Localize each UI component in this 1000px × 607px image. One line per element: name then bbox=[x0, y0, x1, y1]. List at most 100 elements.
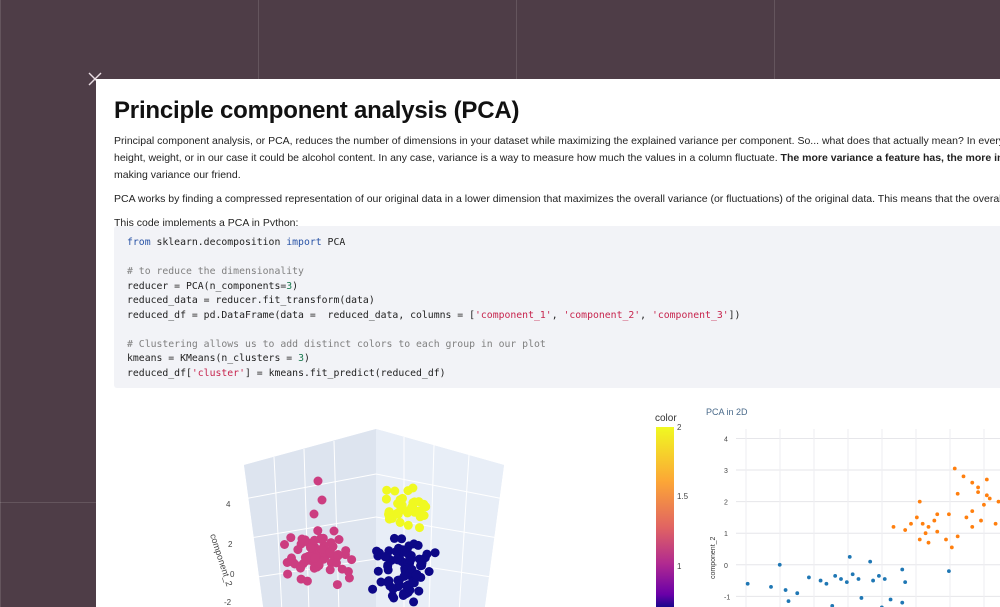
chart-point bbox=[996, 499, 1000, 504]
chart-point bbox=[882, 577, 887, 581]
code-number: 3 bbox=[298, 353, 304, 364]
code-token: PCA bbox=[321, 237, 346, 248]
chart-point bbox=[903, 580, 908, 585]
code-keyword: from bbox=[127, 237, 151, 248]
pca-3d-plot[interactable]: 4 2 0 -2 component_2 bbox=[184, 399, 604, 607]
code-comment: # to reduce the dimensionality bbox=[127, 266, 304, 277]
plot3d-point bbox=[403, 520, 413, 530]
plot3d-point bbox=[341, 546, 351, 556]
chart-point bbox=[923, 531, 928, 536]
plot3d-point bbox=[296, 563, 305, 573]
plot3d-point bbox=[310, 535, 319, 545]
code-block[interactable]: from sklearn.decomposition import PCA # … bbox=[114, 226, 1000, 388]
chart-point bbox=[976, 485, 980, 490]
plot3d-point bbox=[422, 549, 432, 559]
chart-point bbox=[856, 577, 861, 581]
plot3d-tick: 4 bbox=[226, 500, 231, 509]
plot3d-tick: -2 bbox=[224, 598, 232, 607]
pca-2d-plot[interactable]: PCA in 2D 4 3 2 1 0 -1 component_2 bbox=[696, 399, 1000, 607]
plot3d-point bbox=[388, 584, 398, 594]
plot3d-point bbox=[383, 561, 393, 571]
plot3d-point bbox=[310, 553, 320, 563]
plot3d-point bbox=[405, 555, 414, 565]
chart-y-tick: -1 bbox=[724, 594, 730, 601]
paragraph-intro-line3: making variance our friend. bbox=[114, 169, 241, 181]
code-token: kmeans = KMeans(n_clusters = bbox=[127, 353, 299, 364]
paragraph-intro: Principal component analysis, or PCA, re… bbox=[114, 133, 1000, 184]
plot3d-point bbox=[391, 547, 401, 557]
plot3d-point bbox=[317, 544, 327, 554]
chart-point bbox=[947, 512, 951, 517]
chart-point bbox=[932, 518, 937, 523]
chart-point bbox=[818, 578, 823, 583]
plot3d-point bbox=[343, 567, 353, 576]
colorbar-tick: 2 bbox=[677, 423, 682, 432]
plot3d-points bbox=[280, 476, 440, 607]
code-token: ] = kmeans.fit_predict(reduced_df) bbox=[244, 367, 446, 379]
chart-point bbox=[903, 528, 908, 532]
plot3d-point bbox=[347, 555, 357, 565]
code-token: ) bbox=[303, 353, 310, 364]
code-token: ) bbox=[292, 280, 299, 292]
chart-point bbox=[839, 577, 843, 581]
chart-point bbox=[976, 490, 980, 495]
plot3d-point bbox=[389, 533, 399, 543]
chart-point bbox=[807, 575, 811, 580]
chart-point bbox=[877, 573, 881, 578]
chart-point bbox=[847, 554, 852, 559]
plot3d-point bbox=[408, 483, 418, 493]
plot3d-point bbox=[415, 523, 424, 533]
chart-point bbox=[952, 466, 957, 471]
chart-point bbox=[935, 512, 940, 517]
plot3d-point bbox=[397, 534, 407, 544]
chart-point bbox=[769, 584, 773, 589]
plot3d-point bbox=[390, 486, 400, 496]
colorbar-tick: 1 bbox=[677, 562, 682, 571]
code-string: 'cluster' bbox=[191, 367, 245, 379]
chart-point bbox=[891, 524, 896, 529]
chart-grid bbox=[736, 429, 1000, 607]
colorbar-title: color bbox=[655, 413, 677, 424]
plot3d-point bbox=[381, 494, 391, 504]
chart-point bbox=[868, 559, 873, 564]
plot3d-point bbox=[333, 551, 343, 561]
chart-point bbox=[844, 580, 849, 585]
plot3d-point bbox=[419, 511, 429, 520]
code-token: , bbox=[640, 309, 652, 321]
paragraph-intro-line2: height, weight, or in our case it could … bbox=[114, 152, 781, 164]
plot3d-point bbox=[313, 476, 323, 486]
chart-point bbox=[947, 569, 951, 574]
plot3d-point bbox=[414, 586, 424, 596]
plot3d-point bbox=[372, 546, 382, 556]
plot3d-point bbox=[380, 552, 390, 562]
paragraph-intro-bold: The more variance a feature has, the mor… bbox=[780, 152, 1000, 164]
plot3d-point bbox=[413, 540, 423, 550]
plots-area: 4 2 0 -2 component_2 bbox=[114, 399, 1000, 607]
plot3d-point bbox=[419, 499, 429, 509]
plot3d-tick: 0 bbox=[230, 570, 235, 579]
colorbar-tick: 1.5 bbox=[677, 492, 689, 501]
chart-point bbox=[944, 537, 948, 542]
plot3d-point bbox=[332, 580, 342, 590]
page-title: Principle component analysis (PCA) bbox=[114, 97, 520, 124]
plot3d-point bbox=[309, 509, 319, 519]
code-token: , bbox=[551, 309, 564, 321]
code-token: reduced_df[ bbox=[127, 367, 192, 379]
chart-point bbox=[745, 581, 750, 586]
plot3d-point bbox=[325, 547, 335, 557]
plot3d-point bbox=[326, 538, 336, 548]
plot3d-point bbox=[287, 553, 296, 563]
chart-point bbox=[949, 545, 954, 550]
chart-point bbox=[984, 493, 989, 498]
chart-point bbox=[955, 491, 960, 496]
chart-point bbox=[777, 562, 782, 567]
chart-point bbox=[970, 480, 975, 485]
plot3d-point bbox=[395, 518, 405, 527]
paragraph-pca-explanation: PCA works by finding a compressed repres… bbox=[114, 193, 1000, 205]
article-content: Principle component analysis (PCA) Princ… bbox=[114, 79, 1000, 607]
chart-point bbox=[917, 537, 922, 542]
chart-point bbox=[970, 509, 975, 514]
article-panel: Principle component analysis (PCA) Princ… bbox=[96, 79, 1000, 607]
plot3d-point bbox=[417, 561, 427, 570]
code-line: reduced_data = reducer.fit_transform(dat… bbox=[127, 295, 375, 306]
